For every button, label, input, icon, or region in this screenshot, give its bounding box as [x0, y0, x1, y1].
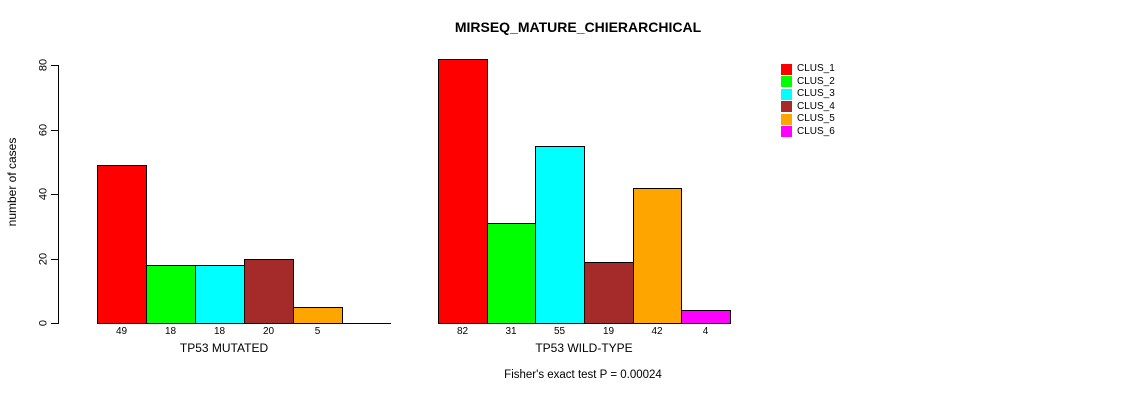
legend-label: CLUS_4 [797, 100, 835, 112]
y-tick [51, 259, 58, 260]
y-tick-label: 80 [37, 58, 50, 72]
legend-label: CLUS_5 [797, 113, 835, 125]
legend-item: CLUS_2 [781, 76, 835, 89]
legend-label: CLUS_1 [797, 63, 835, 75]
legend: CLUS_1 CLUS_2 CLUS_3 CLUS_4 CLUS_5 CLUS_6 [781, 63, 835, 138]
legend-item: CLUS_1 [781, 63, 835, 76]
legend-item: CLUS_4 [781, 101, 835, 114]
legend-color-swatch-icon [781, 76, 792, 88]
bar [195, 265, 245, 324]
y-axis [58, 65, 59, 324]
fisher-test-note: Fisher's exact test P = 0.00024 [504, 369, 662, 381]
legend-color-swatch-icon [781, 113, 792, 125]
bar-value-label: 42 [651, 326, 663, 337]
group-label: TP53 WILD-TYPE [535, 341, 633, 355]
y-tick-label: 0 [37, 319, 50, 327]
legend-color-swatch-icon [781, 101, 792, 113]
legend-label: CLUS_6 [797, 125, 835, 137]
bar-value-label: 19 [602, 326, 615, 337]
bar-value-label: 31 [505, 326, 517, 337]
bar-value-label: 4 [702, 326, 709, 337]
bar [244, 259, 294, 324]
legend-item: CLUS_3 [781, 88, 835, 101]
bar [535, 146, 585, 324]
bar [438, 59, 488, 324]
bar [584, 262, 634, 324]
bar [97, 165, 147, 324]
bar [681, 310, 731, 324]
y-tick [51, 323, 58, 324]
bar [487, 223, 536, 324]
y-tick-label: 20 [37, 252, 50, 266]
bar-value-label: 49 [115, 326, 128, 337]
legend-color-swatch-icon [781, 88, 792, 100]
y-tick [51, 194, 58, 195]
y-tick [51, 65, 58, 66]
legend-item: CLUS_6 [781, 126, 835, 139]
bar-value-label: 20 [262, 326, 275, 337]
legend-item: CLUS_5 [781, 113, 835, 126]
bar-value-label: 82 [456, 326, 469, 337]
bar [293, 307, 343, 324]
legend-label: CLUS_2 [797, 75, 835, 87]
bar-value-label: 5 [314, 326, 321, 337]
bar-value-label: 55 [553, 326, 566, 337]
group-label: TP53 MUTATED [179, 341, 269, 355]
bar [633, 188, 682, 324]
y-tick-label: 40 [37, 187, 50, 201]
bar [146, 265, 196, 324]
y-tick-label: 60 [37, 123, 50, 137]
chart-title: MIRSEQ_MATURE_CHIERARCHICAL [454, 19, 702, 35]
legend-color-swatch-icon [781, 126, 792, 138]
bar-value-label: 18 [164, 326, 177, 337]
bar-value-label: 18 [213, 326, 226, 337]
legend-label: CLUS_3 [797, 88, 835, 100]
legend-color-swatch-icon [781, 63, 792, 75]
y-tick [51, 130, 58, 131]
